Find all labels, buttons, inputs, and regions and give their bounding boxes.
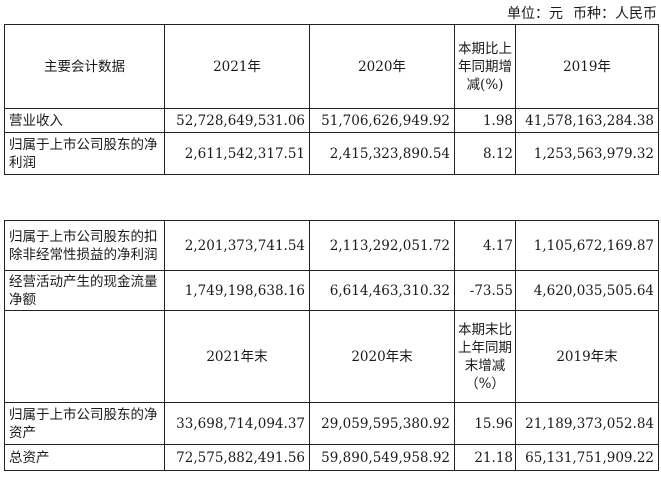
cell-2021: 72,575,882,491.56 [164,444,310,471]
cell-change: -73.55 [454,270,516,311]
header-2020-end: 2020年末 [309,310,455,403]
cell-2019: 21,189,373,052.84 [515,402,659,445]
header-main-data: 主要会计数据 [4,24,165,109]
row-label: 经营活动产生的现金流量净额 [4,270,165,311]
cell-change: 1.98 [454,108,516,133]
cell-2020: 51,706,626,949.92 [309,108,455,133]
table-header-row: 2021年末 2020年末 本期末比上年同期末增减（%） 2019年末 [4,310,659,403]
table-row: 归属于上市公司股东的扣除非经常性损益的净利润 2,201,373,741.54 … [4,220,659,271]
cell-2019: 65,131,751,909.22 [515,444,659,471]
cell-change: 4.17 [454,220,516,271]
cell-2019: 41,578,163,284.38 [515,108,659,133]
cell-2021: 2,611,542,317.51 [164,132,310,175]
row-label: 归属于上市公司股东的扣除非经常性损益的净利润 [4,220,165,271]
cell-2020: 2,113,292,051.72 [309,220,455,271]
cell-2020: 29,059,595,380.92 [309,402,455,445]
table-row: 总资产 72,575,882,491.56 59,890,549,958.92 … [4,444,659,471]
header-2021-end: 2021年末 [164,310,310,403]
header-2021: 2021年 [164,24,310,109]
unit-label: 单位：元 [507,6,563,22]
table-row: 归属于上市公司股东的净利润 2,611,542,317.51 2,415,323… [4,132,659,175]
currency-label: 币种：人民币 [573,6,657,22]
key-accounting-data-table-continued: 归属于上市公司股东的扣除非经常性损益的净利润 2,201,373,741.54 … [4,220,659,471]
cell-2019: 1,253,563,979.32 [515,132,659,175]
row-label: 营业收入 [4,108,165,133]
cell-change: 8.12 [454,132,516,175]
cell-2020: 6,614,463,310.32 [309,270,455,311]
cell-change: 21.18 [454,444,516,471]
header-yoy-change-end: 本期末比上年同期末增减（%） [454,310,516,403]
table-row: 营业收入 52,728,649,531.06 51,706,626,949.92… [4,108,659,133]
unit-currency-line: 单位：元 币种：人民币 [507,3,657,23]
row-label: 总资产 [4,444,165,471]
cell-2021: 1,749,198,638.16 [164,270,310,311]
cell-2021: 2,201,373,741.54 [164,220,310,271]
cell-2021: 52,728,649,531.06 [164,108,310,133]
cell-2020: 2,415,323,890.54 [309,132,455,175]
cell-2020: 59,890,549,958.92 [309,444,455,471]
cell-2019: 1,105,672,169.87 [515,220,659,271]
header-yoy-change: 本期比上年同期增减(%) [454,24,516,109]
key-accounting-data-table: 主要会计数据 2021年 2020年 本期比上年同期增减(%) 2019年 营业… [4,24,659,175]
row-label: 归属于上市公司股东的净利润 [4,132,165,175]
cell-2021: 33,698,714,094.37 [164,402,310,445]
table-row: 归属于上市公司股东的净资产 33,698,714,094.37 29,059,5… [4,402,659,445]
header-2019-end: 2019年末 [515,310,659,403]
cell-change: 15.96 [454,402,516,445]
table-header-row: 主要会计数据 2021年 2020年 本期比上年同期增减(%) 2019年 [4,24,659,109]
cell-2019: 4,620,035,505.64 [515,270,659,311]
table-row: 经营活动产生的现金流量净额 1,749,198,638.16 6,614,463… [4,270,659,311]
header-2019: 2019年 [515,24,659,109]
row-label: 归属于上市公司股东的净资产 [4,402,165,445]
header-blank [4,310,165,403]
header-2020: 2020年 [309,24,455,109]
